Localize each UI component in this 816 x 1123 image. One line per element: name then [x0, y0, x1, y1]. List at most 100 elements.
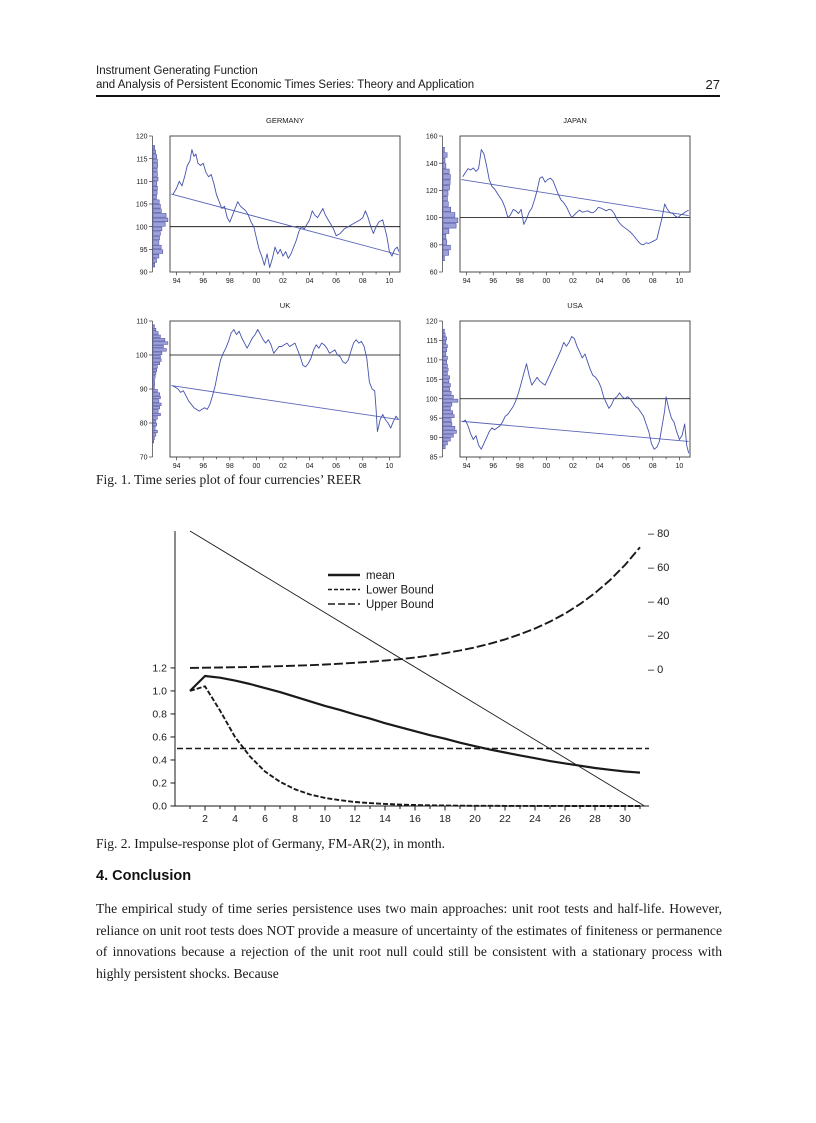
- svg-text:UK: UK: [280, 301, 290, 310]
- svg-text:96: 96: [489, 463, 497, 470]
- svg-text:120: 120: [426, 319, 438, 326]
- svg-text:Upper Bound: Upper Bound: [366, 599, 434, 611]
- svg-text:02: 02: [569, 463, 577, 470]
- svg-text:90: 90: [430, 435, 438, 442]
- svg-text:10: 10: [319, 813, 331, 825]
- svg-text:1.0: 1.0: [152, 685, 167, 697]
- svg-text:06: 06: [332, 463, 340, 470]
- svg-text:– 80: – 80: [648, 528, 669, 540]
- svg-text:105: 105: [426, 377, 438, 384]
- svg-text:Lower Bound: Lower Bound: [366, 585, 434, 597]
- svg-text:96: 96: [199, 278, 207, 285]
- running-head-line2: and Analysis of Persistent Economic Time…: [96, 79, 475, 91]
- svg-text:70: 70: [140, 455, 148, 462]
- svg-text:110: 110: [136, 179, 147, 186]
- svg-text:96: 96: [489, 278, 497, 285]
- svg-text:USA: USA: [567, 301, 582, 310]
- svg-text:– 20: – 20: [648, 630, 669, 642]
- svg-text:2: 2: [202, 813, 208, 825]
- svg-text:00: 00: [253, 278, 261, 285]
- svg-text:04: 04: [596, 278, 604, 285]
- svg-text:0.6: 0.6: [152, 731, 167, 743]
- svg-text:04: 04: [306, 278, 314, 285]
- svg-text:10: 10: [675, 463, 683, 470]
- svg-text:94: 94: [463, 278, 471, 285]
- figure-2-caption: Fig. 2. Impulse-response plot of Germany…: [96, 836, 445, 851]
- svg-text:140: 140: [426, 161, 438, 168]
- svg-text:115: 115: [136, 156, 147, 163]
- page-number: 27: [705, 77, 720, 92]
- running-head-line1: Instrument Generating Function: [96, 65, 258, 77]
- svg-text:95: 95: [430, 416, 438, 423]
- svg-text:14: 14: [379, 813, 391, 825]
- fig1-germany-chart: GERMANY 120 115 110 105 100 95 90 94 96 98 00 02 04 06…: [136, 116, 401, 285]
- svg-text:16: 16: [409, 813, 421, 825]
- svg-text:8: 8: [292, 813, 298, 825]
- svg-text:6: 6: [262, 813, 268, 825]
- svg-text:98: 98: [516, 463, 524, 470]
- svg-text:06: 06: [622, 278, 630, 285]
- svg-text:JAPAN: JAPAN: [563, 116, 587, 125]
- svg-text:06: 06: [622, 463, 630, 470]
- running-head: Instrument Generating Function and Analy…: [96, 64, 720, 97]
- section-heading: 4. Conclusion: [96, 868, 192, 884]
- svg-text:28: 28: [589, 813, 601, 825]
- svg-text:04: 04: [596, 463, 604, 470]
- svg-text:– 40: – 40: [648, 596, 669, 608]
- svg-text:10: 10: [385, 278, 393, 285]
- svg-text:– 60: – 60: [648, 562, 669, 574]
- svg-text:100: 100: [426, 215, 438, 222]
- svg-text:98: 98: [516, 278, 524, 285]
- svg-text:94: 94: [463, 463, 471, 470]
- svg-text:1.2: 1.2: [152, 662, 167, 674]
- svg-text:04: 04: [306, 463, 314, 470]
- fig1-usa-chart: USA 120 115 110 105 100 95 90 85 94 96 98 00 02 04 06 08…: [426, 301, 691, 470]
- svg-text:10: 10: [675, 278, 683, 285]
- svg-text:100: 100: [136, 224, 148, 231]
- figure-2-impulse-chart: 1.21.00.80.60.40.20.02 4 6 8 10 12 14 16 18 20 22 2…: [152, 528, 669, 825]
- svg-text:98: 98: [226, 463, 234, 470]
- svg-text:– 0: – 0: [648, 664, 663, 676]
- svg-text:00: 00: [543, 463, 551, 470]
- svg-text:GERMANY: GERMANY: [266, 116, 304, 125]
- svg-text:96: 96: [199, 463, 207, 470]
- svg-text:160: 160: [426, 134, 438, 141]
- svg-text:0.0: 0.0: [152, 801, 167, 813]
- svg-text:98: 98: [226, 278, 234, 285]
- body-paragraph: The empirical study of time series persi…: [96, 901, 722, 981]
- svg-text:94: 94: [173, 463, 181, 470]
- svg-text:80: 80: [140, 421, 148, 428]
- svg-text:60: 60: [430, 270, 438, 277]
- svg-text:mean: mean: [366, 570, 395, 582]
- svg-text:0.2: 0.2: [152, 777, 167, 789]
- figure-1: GERMANY 120 115 110 105 100 95 90 94 96 98 00 02 04 06…: [130, 112, 710, 482]
- svg-text:02: 02: [279, 278, 287, 285]
- svg-text:30: 30: [619, 813, 631, 825]
- svg-text:85: 85: [430, 455, 438, 462]
- svg-text:22: 22: [499, 813, 511, 825]
- svg-text:90: 90: [140, 270, 148, 277]
- fig1-uk-chart: UK 110 100 90 80 70 94 96 98 00 02 04 06 08 10: [136, 301, 401, 470]
- svg-text:26: 26: [559, 813, 571, 825]
- svg-text:110: 110: [136, 319, 147, 326]
- svg-text:08: 08: [649, 463, 657, 470]
- svg-text:80: 80: [430, 242, 438, 249]
- svg-text:06: 06: [332, 278, 340, 285]
- svg-text:08: 08: [649, 278, 657, 285]
- svg-text:18: 18: [439, 813, 451, 825]
- svg-text:94: 94: [173, 278, 181, 285]
- svg-text:08: 08: [359, 463, 367, 470]
- svg-text:105: 105: [136, 202, 148, 209]
- svg-text:115: 115: [426, 338, 437, 345]
- fig1-japan-chart: JAPAN 160 140 120 100 80 60 94 96 98 00 02 04 06 08 10: [426, 116, 691, 285]
- svg-text:00: 00: [253, 463, 261, 470]
- svg-text:02: 02: [279, 463, 287, 470]
- svg-text:02: 02: [569, 278, 577, 285]
- svg-text:120: 120: [426, 188, 438, 195]
- svg-text:4: 4: [232, 813, 238, 825]
- svg-text:90: 90: [140, 387, 148, 394]
- svg-text:100: 100: [426, 396, 438, 403]
- svg-text:24: 24: [529, 813, 541, 825]
- svg-text:08: 08: [359, 278, 367, 285]
